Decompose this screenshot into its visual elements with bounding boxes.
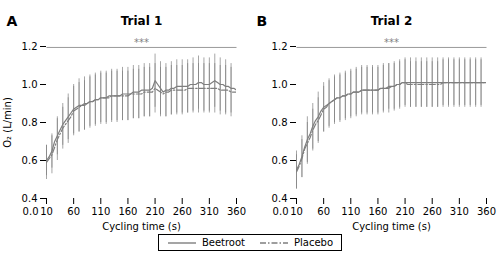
html-text:Beetroot: Beetroot [201,237,245,248]
svg-text:260: 260 [423,206,442,217]
svg-text:260: 260 [173,206,192,217]
svg-text:110: 110 [91,206,110,217]
svg-text:0.6: 0.6 [272,155,288,166]
svg-text:Cycling time (s): Cycling time (s) [352,221,431,232]
svg-text:0.0: 0.0 [23,206,39,217]
svg-text:160: 160 [368,206,387,217]
svg-text:0.4: 0.4 [272,193,288,204]
svg-text:10: 10 [40,206,53,217]
svg-text:160: 160 [118,206,137,217]
svg-text:60: 60 [317,206,330,217]
svg-text:1.0: 1.0 [22,79,38,90]
svg-text:110: 110 [341,206,360,217]
svg-text:B: B [257,13,268,29]
svg-text:310: 310 [450,206,469,217]
svg-text:Trial 1: Trial 1 [121,14,163,28]
svg-text:310: 310 [200,206,219,217]
svg-text:1.2: 1.2 [272,41,288,52]
svg-text:***: *** [384,37,399,48]
svg-text:210: 210 [396,206,415,217]
svg-text:210: 210 [146,206,165,217]
svg-text:0.0: 0.0 [273,206,289,217]
svg-text:60: 60 [67,206,80,217]
svg-text:0.4: 0.4 [22,193,38,204]
svg-text:0.8: 0.8 [272,117,288,128]
svg-text:0.8: 0.8 [22,117,38,128]
svg-text:1.0: 1.0 [272,79,288,90]
svg-text:360: 360 [227,206,246,217]
svg-text:A: A [7,13,18,29]
svg-text:1.2: 1.2 [22,41,38,52]
svg-text:***: *** [134,37,149,48]
svg-text:10: 10 [290,206,303,217]
svg-text:Trial 2: Trial 2 [371,14,413,28]
svg-text:0.6: 0.6 [22,155,38,166]
svg-text:Cycling time (s): Cycling time (s) [102,221,181,232]
svg-text:360: 360 [477,206,496,217]
html-text:Placebo: Placebo [294,237,334,248]
svg-text:O₂ (L/min): O₂ (L/min) [2,97,13,148]
